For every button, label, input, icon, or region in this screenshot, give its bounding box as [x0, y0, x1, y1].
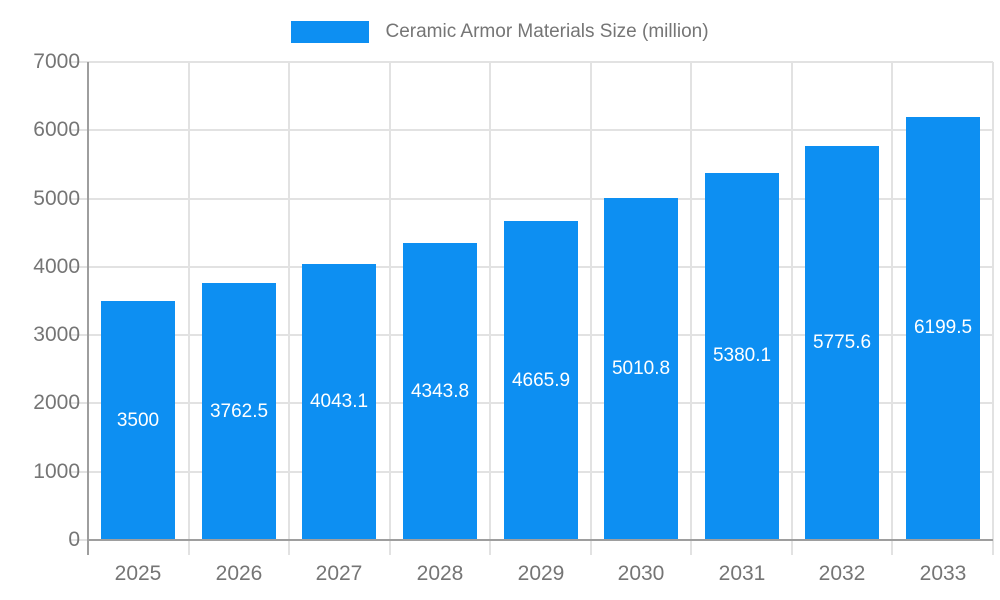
x-gridline	[389, 62, 391, 555]
x-gridline	[690, 62, 692, 555]
bar	[805, 146, 879, 540]
x-axis-tick-label: 2027	[315, 562, 363, 585]
x-gridline	[992, 62, 994, 555]
x-axis-tick-label: 2032	[818, 562, 866, 585]
x-axis-tick-label: 2028	[416, 562, 464, 585]
x-gridline	[288, 62, 290, 555]
y-axis-tick-label: 6000	[33, 118, 80, 141]
y-axis-tick	[70, 334, 88, 336]
bar	[705, 173, 779, 540]
y-axis-line	[87, 62, 89, 555]
x-axis-line	[87, 539, 993, 541]
y-gridline	[88, 61, 993, 63]
legend-label: Ceramic Armor Materials Size (million)	[385, 21, 709, 42]
bar	[906, 117, 980, 540]
bar-value-label: 4343.8	[410, 381, 470, 402]
x-axis-tick-label: 2029	[517, 562, 565, 585]
bar	[403, 243, 477, 540]
chart-legend: Ceramic Armor Materials Size (million)	[0, 20, 1000, 44]
y-axis-tick-label: 5000	[33, 187, 80, 210]
y-axis-tick-label: 3000	[33, 323, 80, 346]
bar	[604, 198, 678, 540]
bar-value-label: 5010.8	[611, 358, 671, 379]
bar-value-label: 6199.5	[913, 317, 973, 338]
bar-value-label: 4043.1	[309, 391, 369, 412]
bar	[202, 283, 276, 540]
y-axis-tick	[70, 198, 88, 200]
y-axis-tick-label: 1000	[33, 460, 80, 483]
y-gridline	[88, 198, 993, 200]
y-axis-tick-label: 4000	[33, 255, 80, 278]
y-axis-tick	[70, 61, 88, 63]
x-gridline	[791, 62, 793, 555]
bar-value-label: 4665.9	[511, 370, 571, 391]
y-axis-tick	[70, 266, 88, 268]
bar	[504, 221, 578, 540]
x-axis-tick-label: 2030	[617, 562, 665, 585]
bar	[302, 264, 376, 540]
y-axis-tick-label: 0	[68, 528, 80, 551]
bar-value-label: 5775.6	[812, 332, 872, 353]
x-gridline	[188, 62, 190, 555]
x-axis-tick-label: 2026	[215, 562, 263, 585]
bar-value-label: 3500	[116, 410, 160, 431]
y-axis-tick-label: 7000	[33, 50, 80, 73]
y-axis-tick	[70, 129, 88, 131]
bar-value-label: 3762.5	[209, 401, 269, 422]
y-axis-tick	[70, 402, 88, 404]
x-gridline	[489, 62, 491, 555]
x-axis-tick-label: 2025	[114, 562, 162, 585]
x-axis-tick-label: 2031	[718, 562, 766, 585]
x-gridline	[590, 62, 592, 555]
x-gridline	[891, 62, 893, 555]
bar	[101, 301, 175, 540]
y-gridline	[88, 129, 993, 131]
bar-value-label: 5380.1	[712, 345, 772, 366]
legend-swatch-icon	[291, 21, 370, 43]
y-axis-tick-label: 2000	[33, 391, 80, 414]
y-axis-tick	[70, 539, 88, 541]
x-axis-tick-label: 2033	[919, 562, 967, 585]
y-axis-tick	[70, 471, 88, 473]
